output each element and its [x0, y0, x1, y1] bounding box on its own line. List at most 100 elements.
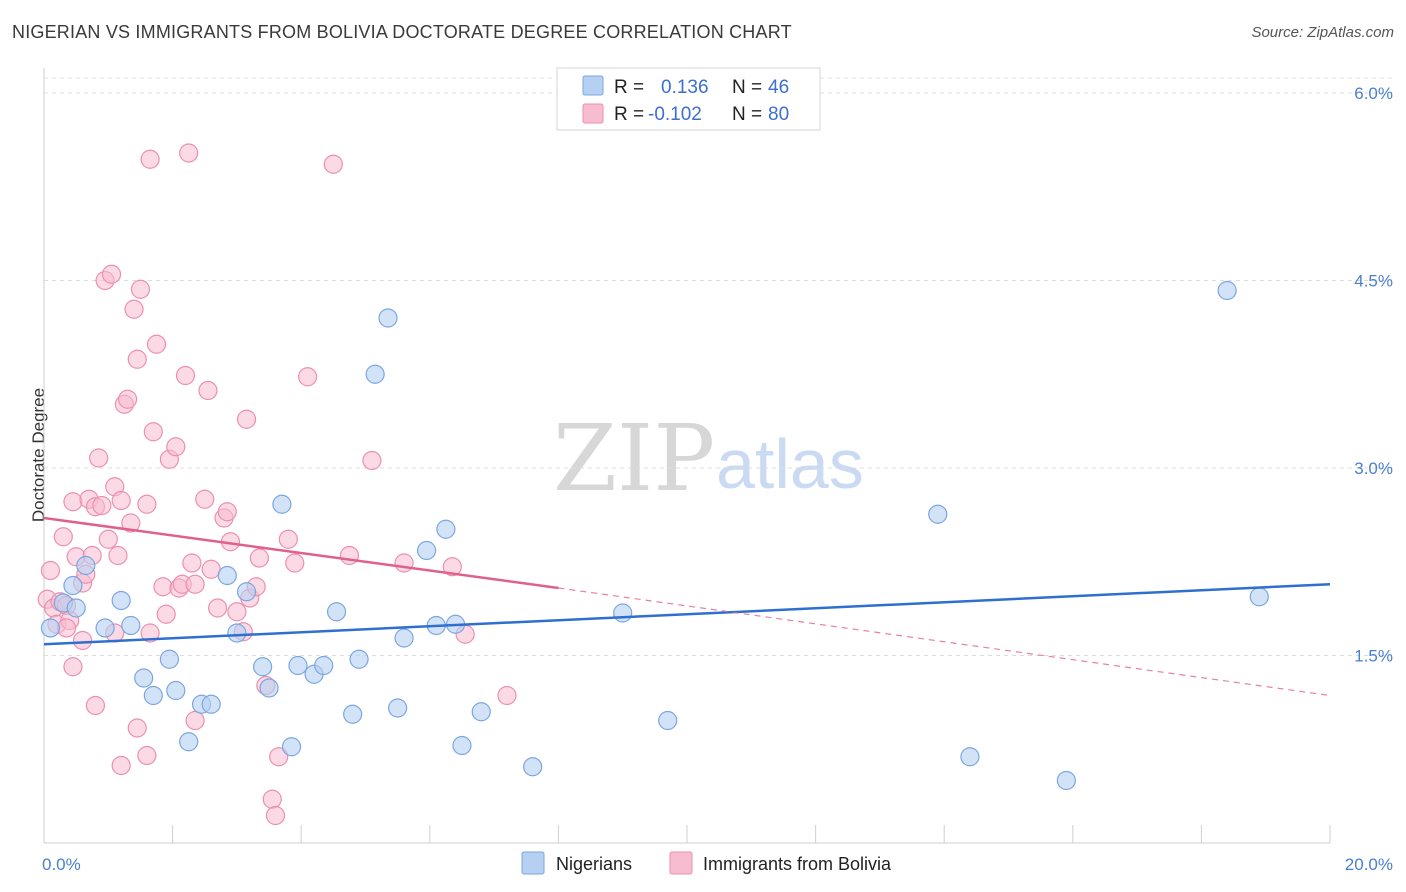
bolivia-point [117, 389, 138, 409]
nigerians-point [314, 655, 334, 676]
nigerians-point [416, 540, 437, 561]
nigerians-point [365, 364, 385, 384]
nigerians-point [1249, 587, 1269, 607]
nigerians-point [272, 494, 292, 514]
nigerians-point [960, 747, 980, 767]
nigerians-point [1056, 770, 1076, 791]
bolivia-point [227, 602, 247, 622]
bolivia-point [262, 789, 282, 809]
nigerians-point [928, 504, 948, 524]
chart-title: NIGERIAN VS IMMIGRANTS FROM BOLIVIA DOCT… [12, 22, 792, 42]
bolivia-point [72, 630, 93, 651]
legend-r-label-1: R = [614, 77, 644, 98]
nigerians-point [134, 668, 154, 688]
y-tick-label: 1.5% [1354, 647, 1393, 666]
watermark-atlas: atlas [716, 425, 864, 503]
bolivia-point [185, 574, 205, 594]
bottom-legend-swatch-bolivia [669, 851, 693, 875]
nigerians-point [658, 710, 678, 731]
bolivia-point [124, 299, 144, 319]
bolivia-point [56, 618, 77, 638]
nigerians-point [326, 602, 347, 622]
bolivia-point [442, 557, 462, 577]
bolivia-point [175, 365, 196, 386]
nigerians-point [217, 565, 237, 586]
bolivia-point [185, 710, 205, 731]
bolivia-trend-line [43, 516, 559, 590]
axes [43, 68, 1331, 844]
legend-n-value-1: 46 [768, 77, 789, 98]
bolivia-point [394, 553, 414, 573]
y-tick-label: 3.0% [1354, 459, 1393, 478]
bolivia-point [201, 559, 221, 579]
bolivia-point [182, 553, 202, 573]
bolivia-point [278, 529, 298, 549]
nigerians-trend-line [43, 583, 1331, 646]
nigerians-point [166, 680, 186, 701]
nigerians-point [236, 582, 257, 602]
bottom-legend-swatch-nigerians [521, 851, 545, 875]
legend-r-label-2: R = [614, 104, 644, 125]
bolivia-point [285, 553, 305, 573]
bolivia-point [166, 437, 186, 457]
bolivia-point [362, 450, 382, 471]
legend-swatch-bolivia [582, 103, 604, 124]
bolivia-point [137, 745, 157, 766]
nigerians-point [281, 737, 302, 757]
bolivia-point [265, 805, 286, 826]
x-tick-label-min: 0.0% [42, 855, 81, 874]
y-tick-label: 4.5% [1354, 272, 1393, 291]
legend-box: R = 0.136 N = 46 R = -0.102 N = 80 [556, 67, 821, 131]
y-tick-label: 6.0% [1354, 84, 1393, 103]
bottom-legend-bolivia: Immigrants from Bolivia [703, 854, 892, 874]
nigerians-point [159, 649, 179, 669]
nigerians-point [253, 657, 273, 677]
nigerians-point [227, 623, 247, 643]
nigerians-point [394, 628, 414, 648]
nigerians-point [201, 694, 221, 714]
legend-n-label-1: N = [732, 77, 762, 98]
bolivia-point [63, 657, 83, 677]
bolivia-point [143, 422, 163, 442]
nigerians-point [95, 618, 115, 638]
nigerians-point [121, 615, 141, 636]
nigerians-point [288, 655, 308, 676]
bolivia-point [140, 149, 160, 169]
tick-labels: 1.5% 3.0% 4.5% 6.0% 0.0% 20.0% [42, 84, 1393, 874]
bolivia-point [269, 747, 289, 767]
nigerians-point [143, 685, 163, 706]
legend-swatch-nigerians [582, 75, 604, 96]
bolivia-point [140, 623, 160, 643]
nigerians-point [471, 702, 491, 722]
bolivia-point [156, 604, 176, 624]
bolivia-point [179, 143, 199, 163]
bolivia-point [111, 755, 131, 776]
bolivia-point [111, 490, 131, 511]
nigerians-point [452, 735, 472, 756]
bolivia-point [121, 513, 141, 533]
bolivia-point [40, 560, 61, 581]
bolivia-point [195, 489, 215, 509]
nigerians-point [179, 732, 199, 752]
bolivia-point [101, 264, 122, 284]
bolivia-point [236, 409, 257, 429]
nigerians-point [66, 598, 86, 618]
nigerians-point [436, 519, 456, 539]
bolivia-point [108, 545, 128, 566]
legend-r-value-2: -0.102 [648, 104, 702, 125]
nigerians-point [1217, 280, 1237, 301]
nigerians-point [378, 308, 398, 328]
legend-n-label-2: N = [732, 104, 762, 125]
bolivia-point [130, 279, 151, 299]
watermark-zip: ZIP [553, 405, 715, 512]
bolivia-point [127, 349, 147, 369]
nigerians-point [76, 555, 96, 576]
source-label: Source: ZipAtlas.com [1251, 24, 1394, 41]
bolivia-trend-line-extrapolated [558, 587, 1331, 697]
nigerians-point [613, 603, 633, 623]
bolivia-point [323, 154, 343, 174]
trend-lines [43, 516, 1331, 697]
bolivia-point [146, 334, 167, 354]
bottom-legend-nigerians: Nigerians [556, 854, 632, 874]
